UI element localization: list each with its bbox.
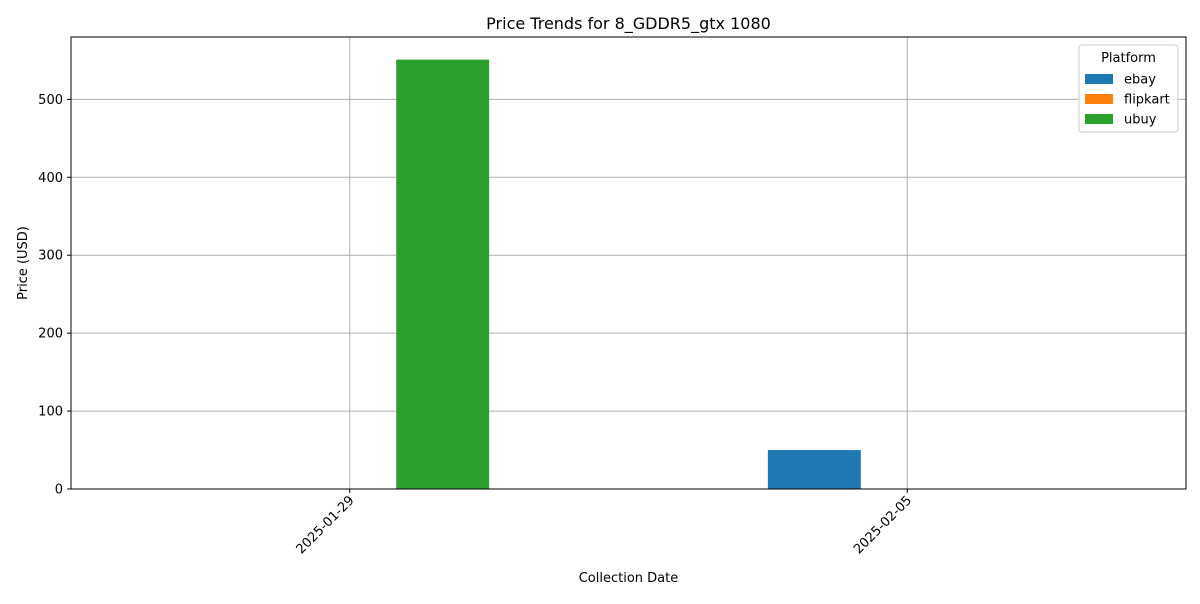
legend-title: Platform xyxy=(1101,51,1156,66)
legend: Platform ebay flipkart ubuy xyxy=(1078,44,1179,133)
legend-items: ebay flipkart ubuy xyxy=(1085,73,1170,128)
chart-title: Price Trends for 8_GDDR5_gtx 1080 xyxy=(486,14,771,34)
y-tick-label: 400 xyxy=(38,171,63,186)
y-axis-label: Price (USD) xyxy=(16,226,31,300)
legend-label-ebay: ebay xyxy=(1124,73,1156,88)
bar-ebay xyxy=(767,450,861,489)
gridlines xyxy=(71,37,1186,490)
legend-label-flipkart: flipkart xyxy=(1124,93,1170,108)
legend-label-ubuy: ubuy xyxy=(1124,113,1157,128)
legend-box xyxy=(1078,44,1179,133)
y-tick-label: 300 xyxy=(38,249,63,264)
y-tick-label: 200 xyxy=(38,327,63,342)
legend-swatch-flipkart xyxy=(1085,94,1113,104)
legend-swatch-ebay xyxy=(1085,74,1113,84)
bar-ubuy xyxy=(396,59,490,489)
legend-swatch-ubuy xyxy=(1085,114,1113,124)
y-tick-label: 100 xyxy=(38,405,63,420)
y-tick-label: 0 xyxy=(55,483,63,498)
x-tick-label: 2025-01-29 xyxy=(294,493,358,557)
plot-frame xyxy=(70,36,1187,490)
bars xyxy=(396,59,861,489)
x-tick-label: 2025-02-05 xyxy=(851,493,915,557)
y-tick-label: 500 xyxy=(38,93,63,108)
x-axis-label: Collection Date xyxy=(579,571,679,586)
